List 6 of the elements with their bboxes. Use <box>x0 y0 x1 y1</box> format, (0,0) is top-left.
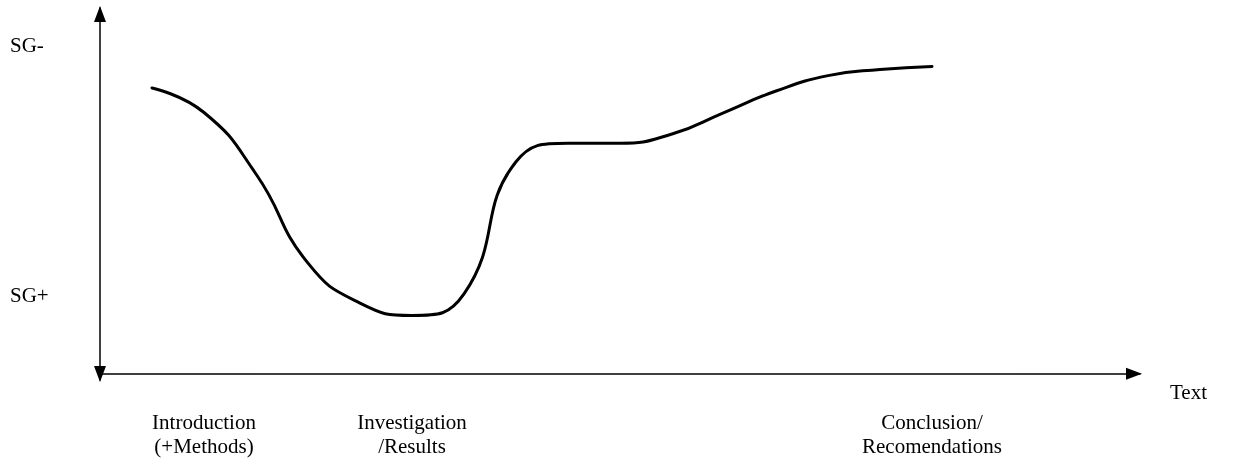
x-axis-title: Text <box>1170 380 1208 405</box>
x-tick-label: Investigation /Results <box>357 410 468 458</box>
x-tick-label: Introduction (+Methods) <box>152 410 257 458</box>
text: SG+ <box>10 283 49 308</box>
text: SG- <box>10 32 44 57</box>
x-tick-label: Conclusion/ Recomendations <box>862 410 1002 458</box>
